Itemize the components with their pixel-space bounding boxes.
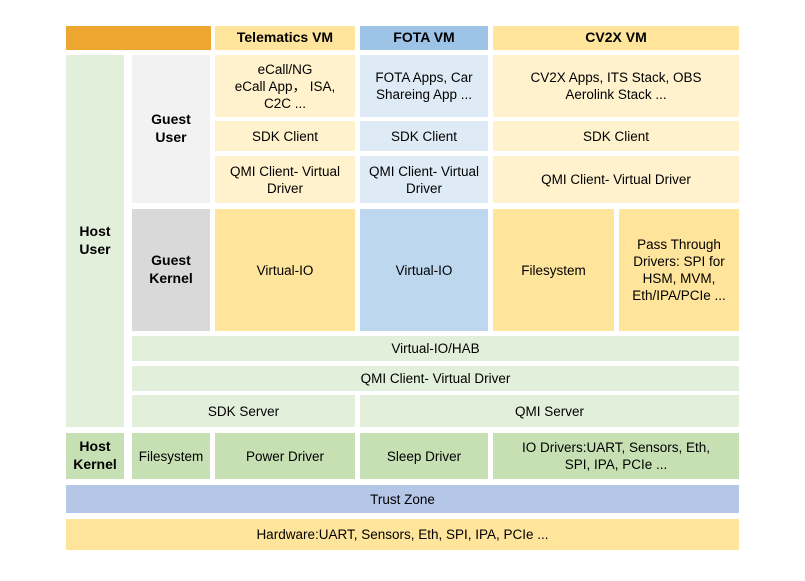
telematics-vm-header: Telematics VM	[215, 26, 355, 50]
cv2x-pass-through-drivers-cell: Pass Through Drivers: SPI for HSM, MVM, …	[619, 209, 739, 331]
telematics-virtual-io-cell: Virtual-IO	[215, 209, 355, 331]
guest-user-label: Guest User	[132, 55, 210, 203]
qmi-client-virtual-driver-row: QMI Client- Virtual Driver	[132, 366, 739, 391]
telematics-apps-cell: eCall/NG eCall App， ISA, C2C ...	[215, 55, 355, 117]
host-kernel-label: Host Kernel	[66, 433, 124, 479]
fota-apps-cell: FOTA Apps, Car Shareing App ...	[360, 55, 488, 117]
trust-zone-row: Trust Zone	[66, 485, 739, 513]
virtual-io-hab-row: Virtual-IO/HAB	[132, 336, 739, 361]
guest-kernel-label: Guest Kernel	[132, 209, 210, 331]
cv2x-vm-header: CV2X VM	[493, 26, 739, 50]
sleep-driver-cell: Sleep Driver	[360, 433, 488, 479]
sdk-server-cell: SDK Server	[132, 395, 355, 427]
hardware-row: Hardware:UART, Sensors, Eth, SPI, IPA, P…	[66, 519, 739, 550]
cv2x-filesystem-cell: Filesystem	[493, 209, 614, 331]
orange-corner-block	[66, 26, 211, 50]
host-kernel-filesystem-cell: Filesystem	[132, 433, 210, 479]
telematics-qmi-client-cell: QMI Client- Virtual Driver	[215, 156, 355, 203]
cv2x-apps-cell: CV2X Apps, ITS Stack, OBS Aerolink Stack…	[493, 55, 739, 117]
cv2x-qmi-client-cell: QMI Client- Virtual Driver	[493, 156, 739, 203]
host-user-label: Host User	[66, 55, 124, 427]
fota-qmi-client-cell: QMI Client- Virtual Driver	[360, 156, 488, 203]
power-driver-cell: Power Driver	[215, 433, 355, 479]
fota-sdk-client-cell: SDK Client	[360, 121, 488, 151]
fota-virtual-io-cell: Virtual-IO	[360, 209, 488, 331]
telematics-sdk-client-cell: SDK Client	[215, 121, 355, 151]
qmi-server-cell: QMI Server	[360, 395, 739, 427]
fota-vm-header: FOTA VM	[360, 26, 488, 50]
io-drivers-cell: IO Drivers:UART, Sensors, Eth, SPI, IPA,…	[493, 433, 739, 479]
cv2x-sdk-client-cell: SDK Client	[493, 121, 739, 151]
